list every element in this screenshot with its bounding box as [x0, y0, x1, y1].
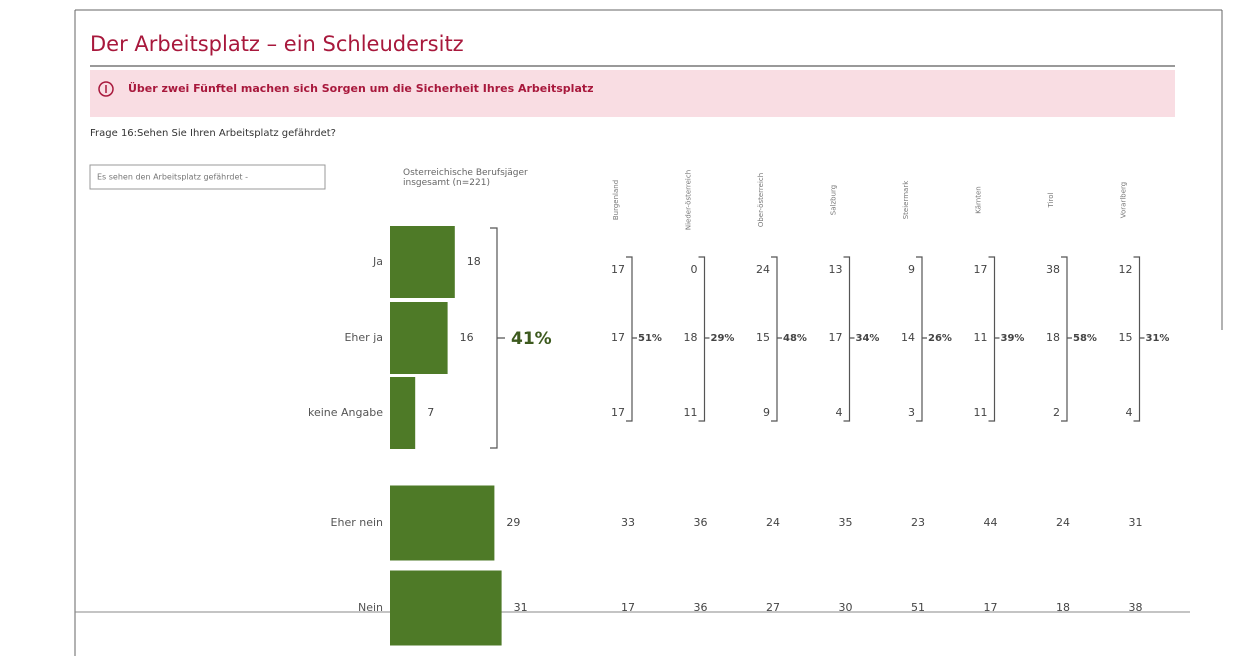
bar: [390, 570, 502, 646]
question: Frage 16:Sehen Sie Ihren Arbeitsplatz ge…: [90, 128, 336, 139]
region-value: 17: [611, 263, 625, 276]
category-label: Nein: [358, 601, 383, 614]
banner-bg: [90, 70, 1175, 117]
region-value: 17: [621, 601, 635, 614]
region-name: Ober-österreich: [757, 173, 765, 227]
region-value: 17: [984, 601, 998, 614]
region-name: Steiermark: [902, 180, 910, 219]
region-value: 17: [611, 406, 625, 419]
value-label: 7: [427, 406, 434, 419]
region-value: 23: [911, 516, 925, 529]
region-group-label: 39%: [1001, 333, 1025, 344]
info-icon: [98, 81, 114, 97]
region-value: 38: [1129, 601, 1143, 614]
bar: [390, 377, 416, 449]
region-value: 18: [684, 331, 698, 344]
region-value: 3: [908, 406, 915, 419]
region-bracket: [771, 256, 782, 422]
region-value: 4: [836, 406, 843, 419]
series-label: Österreichische Berufsjäger insgesamt (n…: [403, 168, 528, 188]
region-bracket: [698, 256, 710, 422]
group-bracket: [490, 227, 505, 449]
region-value: 51: [911, 601, 925, 614]
region-value: 17: [611, 331, 625, 344]
region-value: 27: [766, 601, 780, 614]
region-name: Nieder-österreich: [685, 170, 693, 230]
region-value: 38: [1046, 263, 1060, 276]
region-group-label: 31%: [1146, 333, 1170, 344]
title: Der Arbeitsplatz – ein Schleudersitz: [90, 32, 464, 56]
region-value: 4: [1126, 406, 1133, 419]
value-label: 18: [467, 255, 481, 268]
group-label: 41%: [511, 329, 552, 349]
value-label: 31: [514, 601, 528, 614]
region-name: Salzburg: [830, 185, 838, 215]
filter-box: [89, 164, 326, 190]
region-bracket: [626, 256, 637, 422]
region-value: 17: [974, 263, 988, 276]
banner-text: Über zwei Fünftel machen sich Sorgen um …: [128, 81, 594, 95]
category-label: keine Angabe: [308, 406, 383, 419]
category-label: Eher ja: [344, 331, 383, 344]
region-value: 24: [1056, 516, 1070, 529]
series-label-box: Österreichische Berufsjäger insgesamt (n…: [403, 168, 528, 188]
region-group-label: 34%: [856, 333, 880, 344]
category-label: Ja: [372, 255, 383, 268]
region-value: 11: [684, 406, 698, 419]
region-bracket: [843, 256, 855, 422]
region-bracket: [1133, 256, 1145, 422]
region-value: 36: [694, 516, 708, 529]
region-value: 24: [756, 263, 770, 276]
region-value: 36: [694, 601, 708, 614]
bar: [390, 302, 448, 374]
region-bracket: [916, 256, 927, 422]
region-group-label: 29%: [711, 333, 735, 344]
region-value: 24: [766, 516, 780, 529]
region-value: 44: [984, 516, 998, 529]
region-name: Burgenland: [612, 180, 620, 220]
region-name: Vorarlberg: [1120, 182, 1128, 218]
region-value: 14: [901, 331, 915, 344]
region-value: 35: [839, 516, 853, 529]
region-value: 18: [1046, 331, 1060, 344]
region-value: 30: [839, 601, 853, 614]
region-value: 9: [763, 406, 770, 419]
region-bracket: [988, 256, 1000, 422]
bar: [390, 485, 495, 561]
region-value: 12: [1119, 263, 1133, 276]
region-value: 33: [621, 516, 635, 529]
region-value: 18: [1056, 601, 1070, 614]
region-bracket: [1061, 256, 1072, 422]
region-name: Tirol: [1047, 192, 1055, 208]
category-label: Eher nein: [331, 516, 384, 529]
region-value: 9: [908, 263, 915, 276]
region-value: 11: [974, 406, 988, 419]
region-value: 2: [1053, 406, 1060, 419]
region-group-label: 48%: [783, 333, 807, 344]
filter-text: Es sehen den Arbeitsplatz gefährdet -: [97, 173, 248, 182]
region-value: 11: [974, 331, 988, 344]
region-value: 0: [691, 263, 698, 276]
value-label: 29: [506, 516, 520, 529]
region-value: 13: [829, 263, 843, 276]
region-group-label: 58%: [1073, 333, 1097, 344]
region-name: Kärnten: [975, 186, 983, 213]
region-value: 31: [1129, 516, 1143, 529]
bar: [390, 226, 455, 298]
region-group-label: 51%: [638, 333, 662, 344]
region-value: 17: [829, 331, 843, 344]
region-value: 15: [756, 331, 770, 344]
region-group-label: 26%: [928, 333, 952, 344]
value-label: 16: [460, 331, 474, 344]
region-value: 15: [1119, 331, 1133, 344]
